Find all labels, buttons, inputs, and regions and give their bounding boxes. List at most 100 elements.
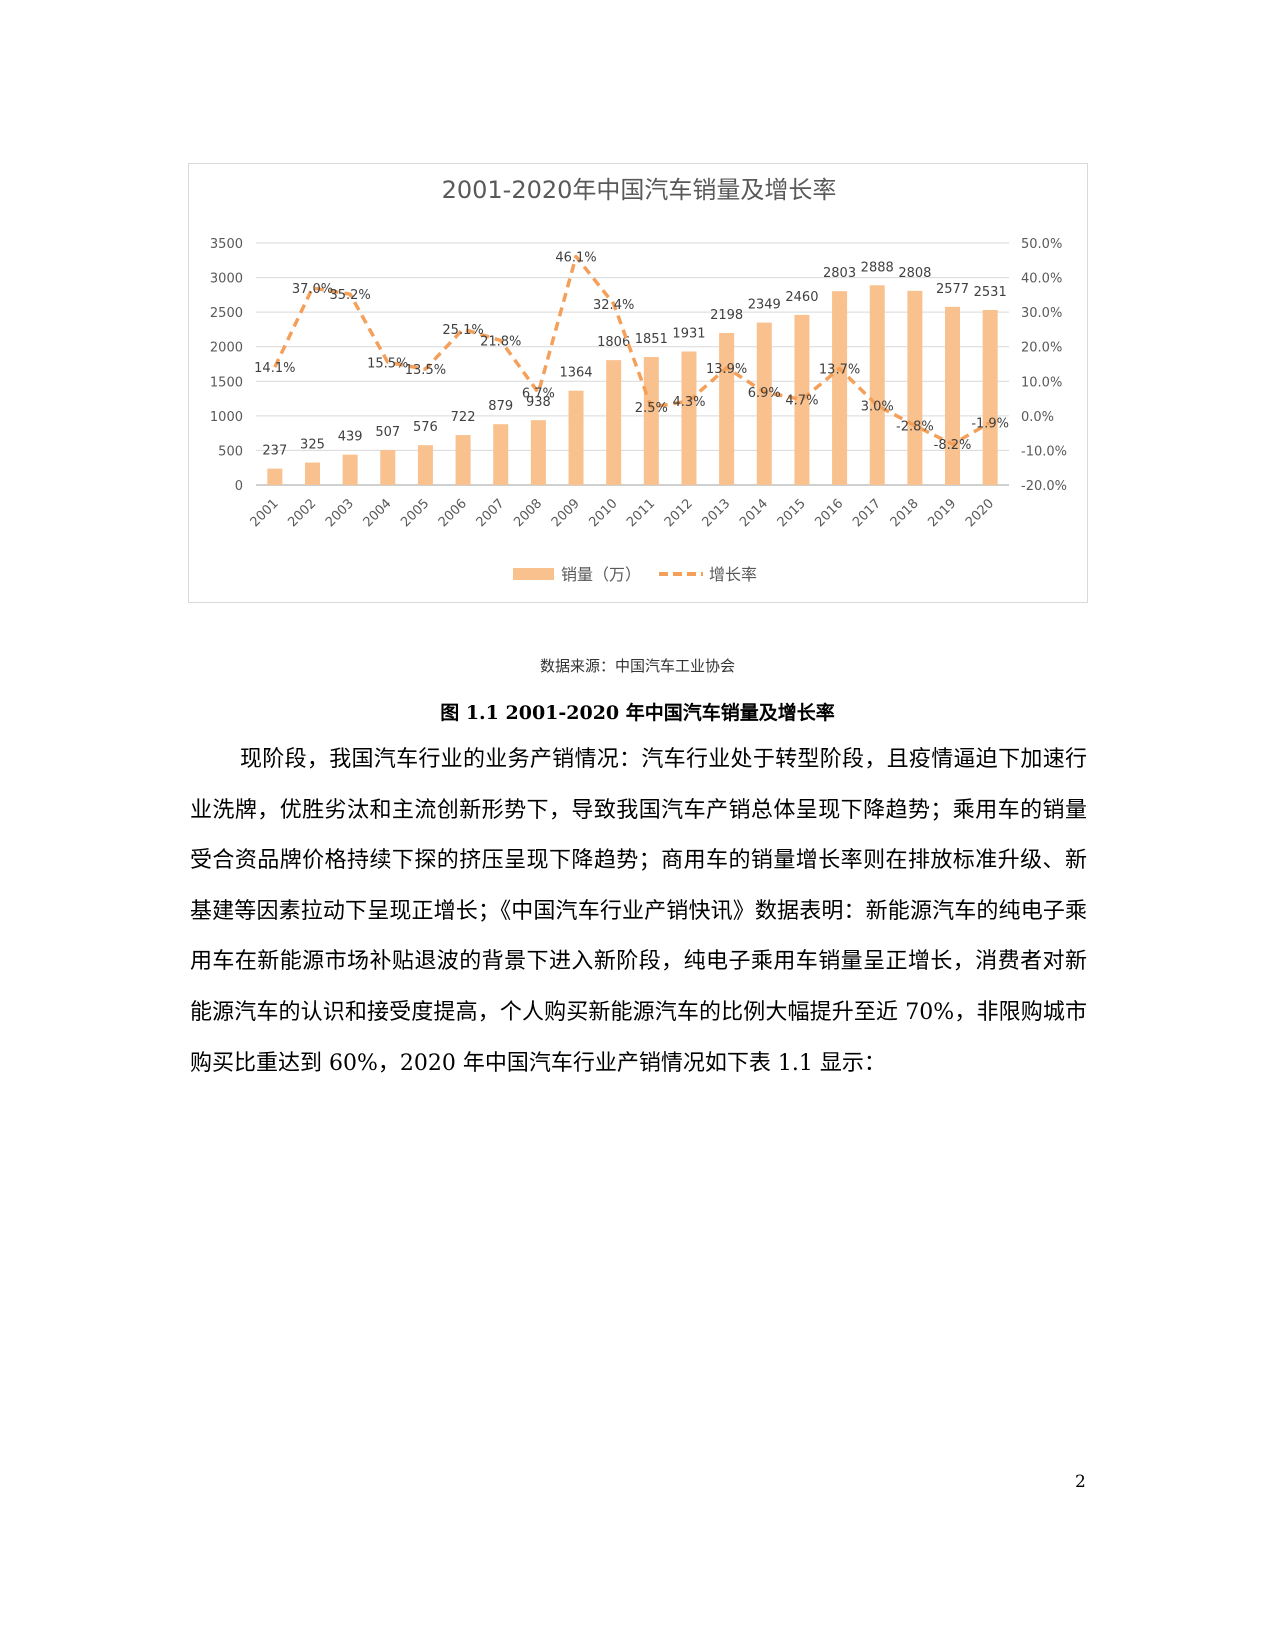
growth-rate-label: -8.2% — [934, 438, 972, 453]
y-right-tick: 10.0% — [1021, 375, 1062, 390]
bar — [832, 291, 848, 485]
growth-rate-label: 4.7% — [785, 394, 818, 409]
growth-rate-label: 15.5% — [367, 356, 408, 371]
bar — [681, 351, 697, 485]
x-category-label: 2008 — [511, 496, 545, 530]
bar-value-label: 507 — [375, 425, 400, 440]
x-category-label: 2015 — [775, 496, 809, 530]
growth-rate-label: 46.1% — [555, 250, 596, 265]
growth-rate-label: 3.0% — [861, 399, 894, 414]
x-category-label: 2004 — [361, 496, 395, 530]
bar — [643, 357, 659, 485]
x-category-label: 2017 — [850, 496, 884, 530]
y-left-tick: 2500 — [210, 306, 243, 321]
legend-bar-label: 销量（万） — [561, 565, 641, 584]
page-number: 2 — [1075, 1472, 1086, 1492]
bar-value-label: 1806 — [597, 335, 630, 350]
chart-container: 2001-2020年中国汽车销量及增长率 0 500 1000 1500 2000 2500… — [188, 163, 1088, 603]
growth-rate-label: 6.9% — [748, 386, 781, 401]
y-right-tick: 50.0% — [1021, 237, 1062, 252]
growth-rate-label: 13.5% — [405, 363, 446, 378]
bar-value-label: 2803 — [823, 266, 856, 281]
x-category-label: 2007 — [474, 496, 508, 530]
bar-value-label: 237 — [262, 444, 287, 459]
growth-rate-label: 21.8% — [480, 334, 521, 349]
x-category-label: 2001 — [248, 496, 282, 530]
x-category-label: 2011 — [624, 496, 658, 530]
x-category-label: 2012 — [662, 496, 696, 530]
chart-title: 2001-2020年中国汽车销量及增长率 — [442, 176, 837, 204]
x-category-label: 2006 — [436, 496, 470, 530]
x-category-label: 2018 — [888, 496, 922, 530]
y-right-tick: 30.0% — [1021, 306, 1062, 321]
bar-value-label: 576 — [413, 420, 438, 435]
bar — [342, 454, 358, 485]
y-right-tick: 20.0% — [1021, 341, 1062, 356]
growth-rate-label: 2.5% — [635, 401, 668, 416]
bar-value-label: 325 — [300, 438, 325, 453]
y-left-tick: 0 — [235, 479, 243, 494]
y-left-tick: 1000 — [210, 410, 243, 425]
bar-value-label: 1931 — [672, 326, 705, 341]
y-right-tick: 40.0% — [1021, 272, 1062, 287]
y-left-tick: 500 — [218, 444, 243, 459]
bar-value-label: 1851 — [635, 332, 668, 347]
body-paragraph: 现阶段，我国汽车行业的业务产销情况：汽车行业处于转型阶段，且疫情逼迫下加速行业洗… — [190, 747, 1087, 1076]
bar — [719, 333, 735, 485]
growth-rate-line — [273, 254, 992, 446]
bar — [907, 290, 923, 485]
x-category-label: 2013 — [699, 496, 733, 530]
growth-rate-label: -2.8% — [896, 420, 934, 435]
x-category-label: 2002 — [285, 496, 319, 530]
growth-rate-label: 25.1% — [442, 323, 483, 338]
bar — [380, 449, 396, 485]
x-category-label: 2019 — [925, 496, 959, 530]
bar — [455, 435, 471, 485]
bar — [568, 390, 584, 485]
y-right-tick: -10.0% — [1021, 444, 1067, 459]
x-category-label: 2003 — [323, 496, 357, 530]
x-category-label: 2010 — [586, 496, 620, 530]
bar — [982, 309, 998, 485]
growth-rate-label: 6.7% — [522, 387, 555, 402]
bar — [493, 424, 509, 485]
bar — [304, 462, 320, 485]
y-right-tick: 0.0% — [1021, 410, 1054, 425]
bar-value-label: 2531 — [974, 285, 1007, 300]
y-left-tick: 3000 — [210, 272, 243, 287]
growth-rate-label: -1.9% — [971, 416, 1009, 431]
growth-rate-label: 32.4% — [593, 298, 634, 313]
growth-rate-label: 37.0% — [292, 282, 333, 297]
growth-rate-label: 13.9% — [706, 362, 747, 377]
bar — [756, 322, 772, 485]
bar — [606, 360, 622, 485]
bar-value-label: 439 — [338, 430, 363, 445]
y-right-tick: -20.0% — [1021, 479, 1067, 494]
x-category-label: 2014 — [737, 496, 771, 530]
bar — [267, 468, 283, 485]
x-category-label: 2009 — [549, 496, 583, 530]
bar — [945, 306, 961, 485]
figure-source: 数据来源：中国汽车工业协会 — [539, 657, 735, 675]
y-left-tick: 1500 — [210, 375, 243, 390]
bar-value-label: 1364 — [559, 366, 592, 381]
growth-rate-label: 13.7% — [819, 362, 860, 377]
x-category-label: 2020 — [963, 496, 997, 530]
bar — [417, 445, 433, 485]
y-left-tick: 3500 — [210, 237, 243, 252]
bar-value-label: 2888 — [861, 260, 894, 275]
y-left-tick: 2000 — [210, 341, 243, 356]
combo-chart: 2001-2020年中国汽车销量及增长率 0 500 1000 1500 2000 2500… — [210, 176, 1067, 584]
bar-value-label: 938 — [526, 395, 551, 410]
x-category-label: 2016 — [812, 496, 846, 530]
bar-value-label: 2198 — [710, 308, 743, 323]
bar-value-label: 2808 — [898, 266, 931, 281]
growth-rate-label: 14.1% — [254, 361, 295, 376]
legend-line-label: 增长率 — [709, 565, 757, 584]
growth-rate-label: 4.3% — [672, 395, 705, 410]
bar-value-label: 722 — [451, 410, 476, 425]
bar-value-label: 2349 — [748, 298, 781, 313]
bar-value-label: 2460 — [785, 290, 818, 305]
x-category-label: 2005 — [398, 496, 432, 530]
growth-rate-label: 35.2% — [329, 288, 370, 303]
